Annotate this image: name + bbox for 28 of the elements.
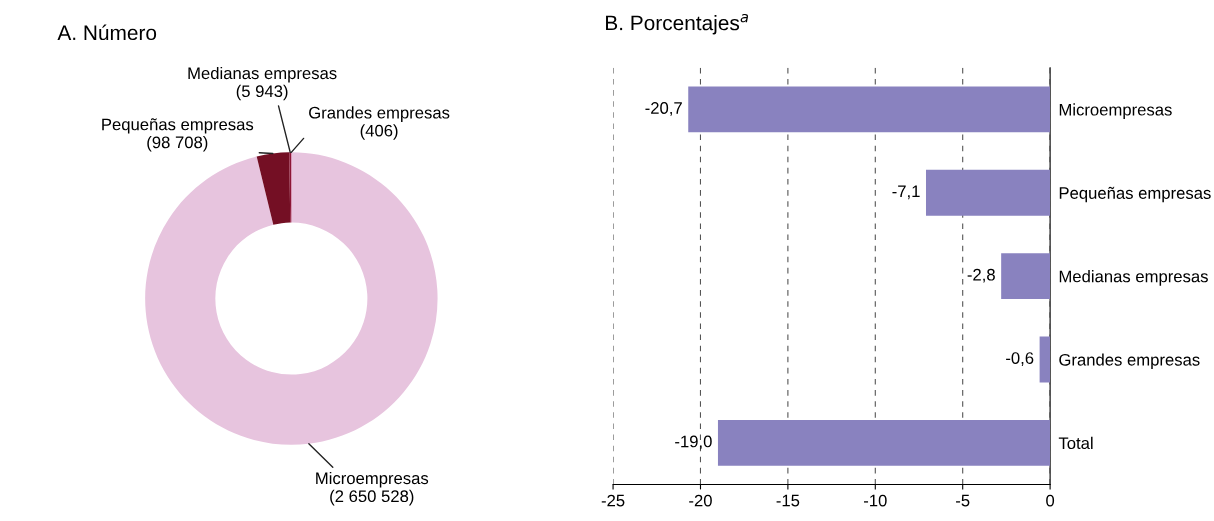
data-label: (98 708) [147, 136, 208, 152]
data-label: -0,6 [1006, 352, 1034, 366]
y-tick-label: Grandes empresas [1059, 353, 1200, 369]
data-label: (406) [360, 124, 398, 140]
slice-label: Medianas empresas [188, 66, 337, 83]
x-tick-label: -5 [956, 494, 970, 507]
data-label: (5 943) [236, 84, 288, 101]
x-tick-label: -15 [776, 494, 800, 507]
data-label: -2,8 [967, 268, 995, 283]
x-tick-label: -20 [689, 494, 712, 507]
data-label: -20,7 [645, 102, 682, 116]
x-tick-label: -25 [601, 494, 625, 507]
y-tick-label: Microempresas [1059, 103, 1172, 119]
chart-title: B. Porcentajes$^{a}$ [606, 13, 748, 35]
x-tick-label: 0 [1046, 494, 1055, 507]
data-label: -19,0 [675, 435, 712, 450]
slice-label: Grandes empresas [309, 106, 450, 122]
y-tick-label: Total [1058, 436, 1093, 450]
slice-label: Microempresas [316, 471, 429, 488]
x-tick-label: -10 [863, 494, 887, 507]
y-tick-label: Pequeñas empresas [1059, 186, 1211, 203]
slice-label: Pequeñas empresas [102, 118, 254, 134]
y-tick-label: Medianas empresas [1059, 270, 1208, 286]
data-label: (2 650 528) [330, 489, 414, 506]
donut-slice [256, 152, 291, 225]
chart-title: A. Número [57, 24, 157, 41]
data-label: -7,1 [892, 185, 920, 200]
donut-slice [145, 152, 438, 445]
